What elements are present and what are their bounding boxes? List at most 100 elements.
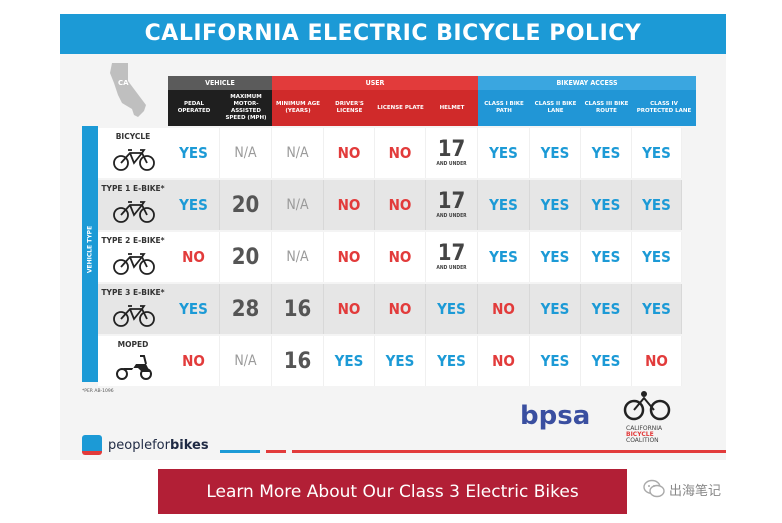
cbc-text-3: COALITION: [626, 437, 659, 444]
cell-value: YES: [179, 144, 208, 162]
vehicle-name: TYPE 3 E-BIKE*: [101, 288, 165, 297]
cell-value: YES: [437, 300, 466, 318]
cbc-text-1: CALIFORNIA: [626, 425, 663, 432]
column-header: MINIMUM AGE (YEARS): [272, 90, 324, 126]
cell-value: YES: [591, 352, 621, 370]
table-cell: NO: [375, 232, 426, 282]
infographic-title: CALIFORNIA ELECTRIC BICYCLE POLICY: [60, 14, 726, 54]
column-header: CLASS IV PROTECTED LANE: [632, 90, 696, 126]
table-cell: 17 AND UNDER: [426, 128, 478, 178]
table-cell: YES: [581, 128, 632, 178]
cell-value: NO: [492, 352, 515, 370]
table-cell: YES: [581, 180, 632, 230]
cell-value: 17: [437, 241, 466, 266]
cell-value: YES: [540, 144, 570, 162]
table-cell: YES: [478, 232, 530, 282]
cell-value: NO: [388, 248, 412, 266]
learn-more-class3-button[interactable]: Learn More About Our Class 3 Electric Bi…: [158, 469, 627, 514]
table-cell: YES: [632, 180, 682, 230]
cell-value: N/A: [234, 353, 257, 369]
table-row: TYPE 3 E-BIKE* YES 28 16 NO NO YES NO YES YES YES: [98, 284, 682, 334]
cell-value: YES: [591, 196, 621, 214]
cell-value: YES: [591, 300, 621, 318]
cell-value: YES: [642, 300, 671, 318]
table-cell: NO: [375, 180, 426, 230]
bicycle-icon: [113, 253, 155, 275]
cell-value: YES: [179, 300, 208, 318]
column-header: PEDAL OPERATED: [168, 90, 220, 126]
moped-icon: [116, 355, 152, 380]
table-cell: NO: [168, 336, 220, 386]
table-cell: YES: [426, 336, 478, 386]
table-cell: YES: [530, 284, 581, 334]
table-cell: 16: [272, 284, 324, 334]
vehicle-name: TYPE 2 E-BIKE*: [101, 236, 165, 245]
cell-value: YES: [642, 196, 671, 214]
bicycle-icon: [113, 201, 155, 223]
table-cell: YES: [530, 232, 581, 282]
california-map-icon: CA: [110, 63, 146, 117]
table-cell: 17 AND UNDER: [426, 180, 478, 230]
table-cell: NO: [324, 180, 375, 230]
cell-value: 20: [231, 192, 260, 218]
row-label: TYPE 2 E-BIKE*: [98, 232, 168, 282]
cell-value: 17: [437, 189, 466, 214]
cell-subtext: AND UNDER: [436, 265, 467, 271]
table-cell: YES: [530, 180, 581, 230]
cell-value: N/A: [286, 145, 309, 161]
table-row: TYPE 1 E-BIKE* YES 20 N/A NO NO 17 AND UNDER YES…: [98, 180, 682, 230]
cell-value: NO: [645, 352, 668, 370]
table-cell: YES: [530, 336, 581, 386]
bpsa-logo: bpsa: [520, 401, 590, 430]
bpsa-text: bpsa: [520, 401, 590, 430]
cell-value: NO: [337, 144, 361, 162]
table-cell: YES: [168, 180, 220, 230]
cell-value: 28: [231, 296, 260, 322]
cell-value: YES: [179, 196, 208, 214]
column-header: LICENSE PLATE: [375, 90, 426, 126]
cell-value: N/A: [286, 197, 309, 213]
cell-value: YES: [540, 248, 570, 266]
table-cell: NO: [375, 284, 426, 334]
cell-value: NO: [388, 196, 412, 214]
table-cell: YES: [375, 336, 426, 386]
cell-value: NO: [182, 352, 205, 370]
table-cell: NO: [168, 232, 220, 282]
peopleforbikes-text-a: peoplefor: [108, 437, 170, 453]
cell-value: NO: [337, 300, 361, 318]
decorative-line: [220, 450, 726, 453]
peopleforbikes-mark-icon: [82, 435, 102, 455]
table-cell: YES: [581, 336, 632, 386]
california-bicycle-coalition-logo: CALIFORNIA BICYCLE COALITION: [623, 391, 671, 444]
table-cell: YES: [478, 180, 530, 230]
cell-value: YES: [540, 352, 570, 370]
cell-value: YES: [437, 352, 466, 370]
policy-infographic: CALIFORNIA ELECTRIC BICYCLE POLICY CA VE…: [60, 14, 726, 460]
table-cell: NO: [478, 336, 530, 386]
vehicle-name: MOPED: [117, 340, 149, 349]
cell-value: NO: [492, 300, 515, 318]
cell-value: YES: [540, 196, 570, 214]
watermark-text: 出海笔记: [669, 483, 722, 499]
table-cell: 28: [220, 284, 272, 334]
table-cell: NO: [632, 336, 682, 386]
table-cell: YES: [168, 284, 220, 334]
column-header: MAXIMUM MOTOR-ASSISTED SPEED (MPH): [220, 90, 272, 126]
table-cell: YES: [632, 128, 682, 178]
row-label: BICYCLE: [98, 128, 168, 178]
table-row: MOPED NO N/A 16 YES YES YES NO YES YES NO: [98, 336, 682, 386]
table-cell: YES: [478, 128, 530, 178]
cell-value: 16: [283, 348, 312, 374]
table-row: TYPE 2 E-BIKE* NO 20 N/A NO NO 17 AND UNDER YES Y…: [98, 232, 682, 282]
cell-value: NO: [182, 248, 205, 266]
table-cell: NO: [324, 284, 375, 334]
cell-value: YES: [334, 352, 364, 370]
peopleforbikes-text-b: bikes: [169, 437, 209, 453]
table-cell: 16: [272, 336, 324, 386]
table-cell: YES: [168, 128, 220, 178]
group-header-bikeway-access: BIKEWAY ACCESS: [478, 76, 696, 90]
cell-value: YES: [642, 248, 671, 266]
cell-value: 17: [437, 137, 466, 162]
table-cell: YES: [324, 336, 375, 386]
bicycle-icon: [113, 149, 155, 171]
